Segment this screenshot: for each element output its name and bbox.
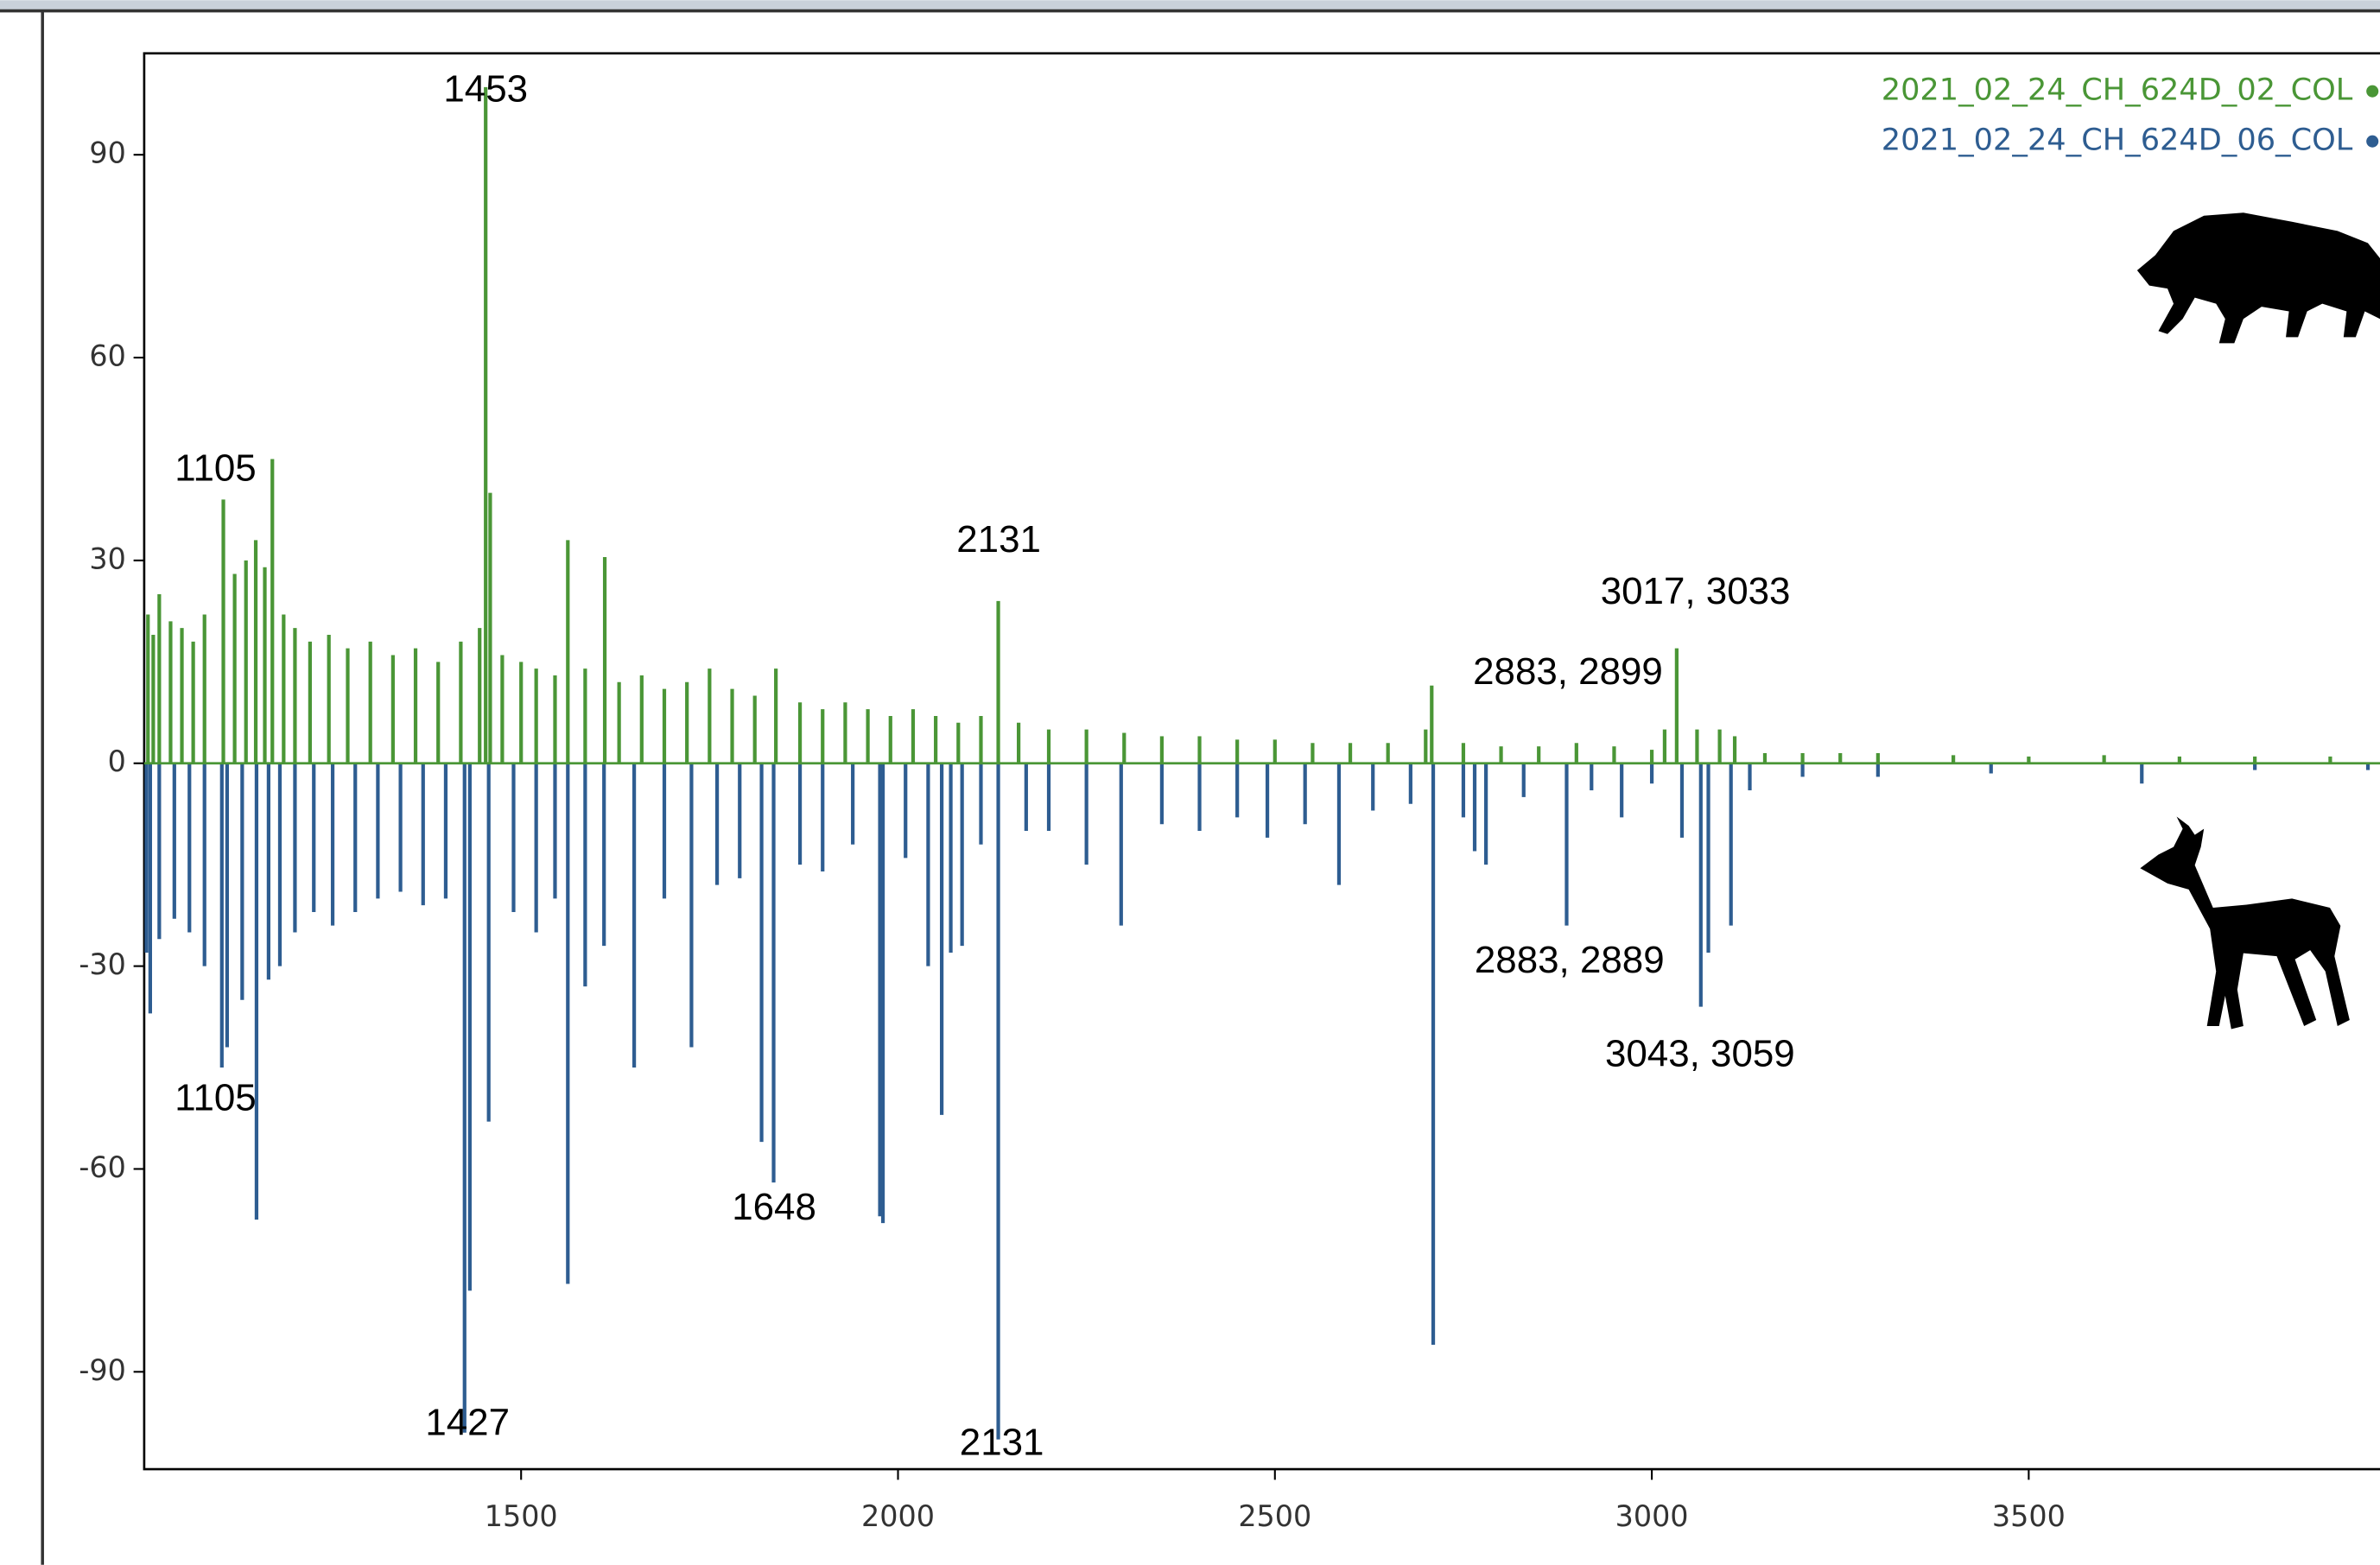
window-frame (0, 0, 2380, 11)
legend-label: 2021_02_24_CH_624D_06_COL (1882, 123, 2353, 158)
legend-label: 2021_02_24_CH_624D_02_COL (1882, 73, 2353, 108)
y-tick-label: -90 (79, 1353, 126, 1387)
deer-icon (2140, 816, 2350, 1030)
peak-annotation: 2883, 2899 (1473, 650, 1663, 693)
boar-icon (2136, 212, 2380, 344)
y-tick-label: 0 (108, 744, 126, 778)
peak-annotation: 2883, 2889 (1475, 939, 1665, 981)
y-tick-label: 60 (89, 339, 125, 373)
x-tick-label: 3500 (1992, 1499, 2066, 1533)
peak-annotation: 3017, 3033 (1601, 570, 1791, 612)
peak-annotation: 1105 (175, 447, 256, 490)
x-tick-label: 3000 (1615, 1499, 1689, 1533)
marks (143, 86, 2380, 1440)
x-tick-label: 2000 (861, 1499, 935, 1533)
peak-annotation: 1105 (175, 1077, 256, 1119)
x-tick-label: 1500 (485, 1499, 558, 1533)
peak-annotation: 2131 (956, 518, 1041, 561)
peak-annotation: 2131 (960, 1422, 1044, 1464)
y-tick-label: -60 (79, 1150, 126, 1184)
peak-annotation: 3043, 3059 (1605, 1033, 1795, 1075)
plot-frame (143, 52, 2380, 1471)
peak-annotation: 1453 (443, 67, 528, 110)
peak-annotation: 1648 (732, 1186, 816, 1228)
x-tick-label: 2500 (1238, 1499, 1311, 1533)
y-tick-label: -30 (79, 947, 126, 981)
y-tick-label: 30 (89, 542, 125, 575)
y-tick-label: 90 (89, 136, 125, 170)
peak-annotation: 1427 (425, 1402, 510, 1444)
legend-marker (2366, 135, 2379, 148)
legend-marker (2366, 85, 2379, 98)
